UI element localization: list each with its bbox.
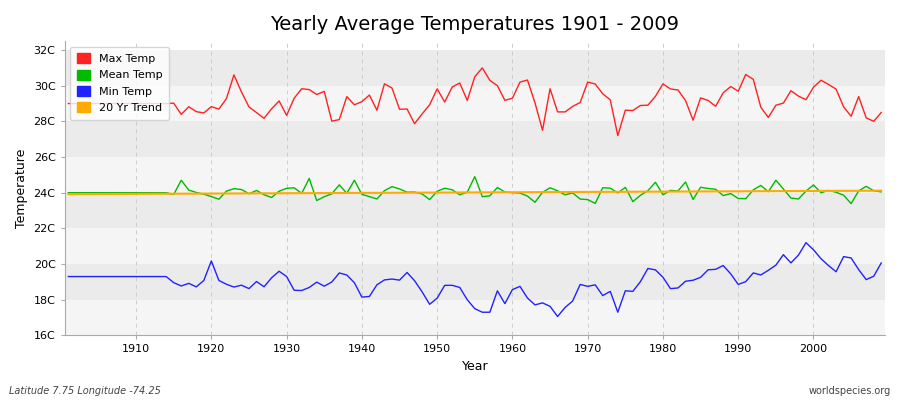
Bar [65, 50, 885, 86]
Bar [65, 193, 885, 228]
Bar [65, 228, 885, 264]
Bar [65, 157, 885, 193]
Legend: Max Temp, Mean Temp, Min Temp, 20 Yr Trend: Max Temp, Mean Temp, Min Temp, 20 Yr Tre… [70, 47, 169, 120]
X-axis label: Year: Year [462, 360, 488, 373]
Bar [65, 121, 885, 157]
Text: Latitude 7.75 Longitude -74.25: Latitude 7.75 Longitude -74.25 [9, 386, 161, 396]
Bar [65, 264, 885, 300]
Text: worldspecies.org: worldspecies.org [809, 386, 891, 396]
Y-axis label: Temperature: Temperature [15, 148, 28, 228]
Bar [65, 300, 885, 336]
Title: Yearly Average Temperatures 1901 - 2009: Yearly Average Temperatures 1901 - 2009 [270, 15, 680, 34]
Bar [65, 86, 885, 121]
